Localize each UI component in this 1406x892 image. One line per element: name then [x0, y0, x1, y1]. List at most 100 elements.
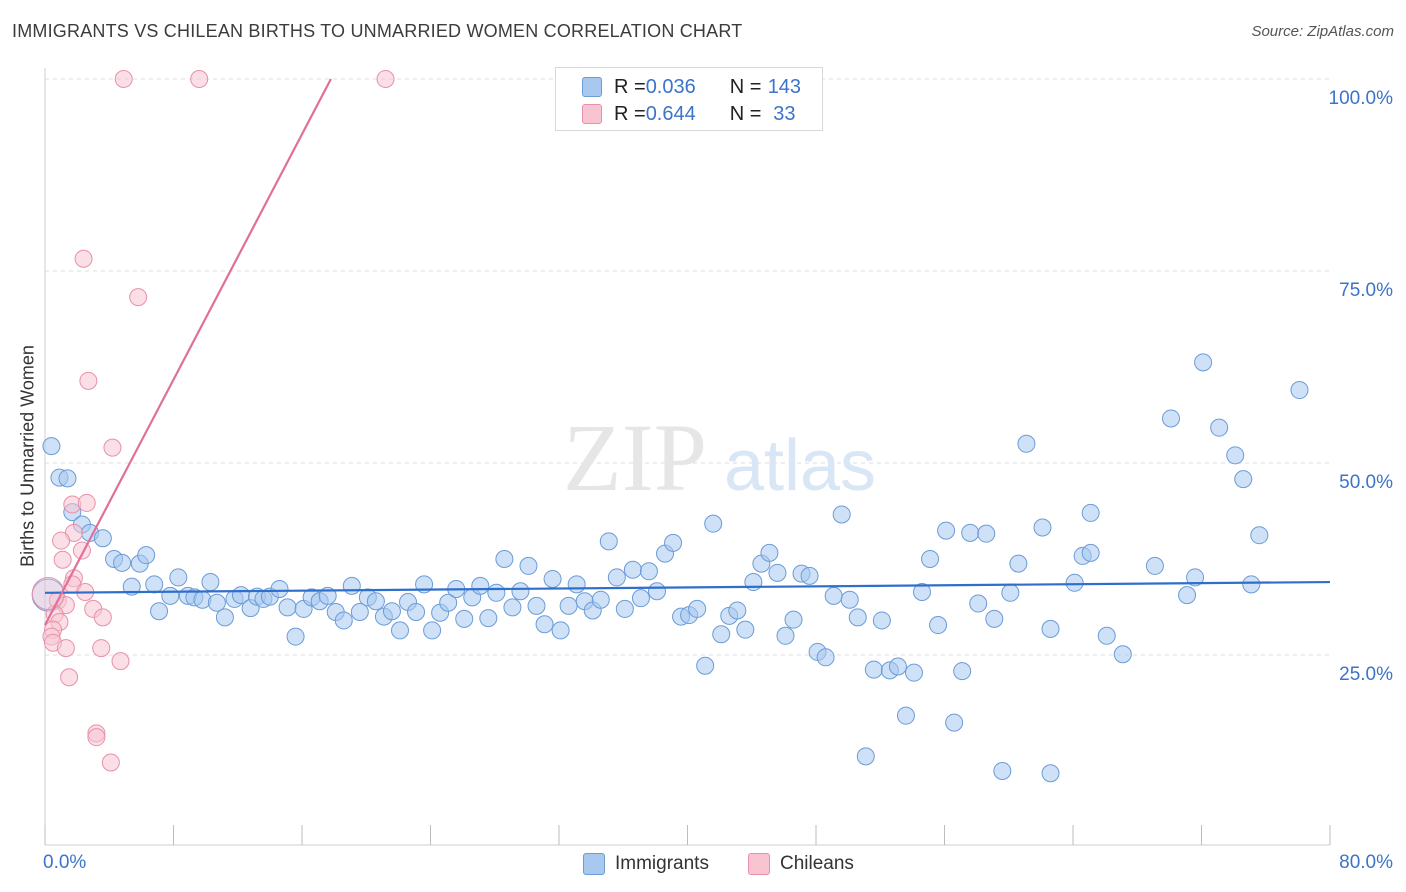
immigrants-point [664, 533, 683, 552]
chileans-trendline [44, 78, 332, 626]
immigrants-point [471, 576, 490, 595]
immigrants-point [921, 550, 940, 568]
bottom-legend-label-immigrants: Immigrants [615, 853, 709, 874]
immigrants-point [1081, 503, 1100, 522]
legend-n-value: 143 [767, 75, 802, 98]
immigrants-point [113, 553, 132, 572]
immigrants-point [607, 568, 626, 587]
immigrants-trendline [44, 580, 1331, 594]
legend-n-label: N = [729, 75, 762, 98]
axes [44, 68, 1331, 846]
trendlines [44, 78, 1331, 626]
y-axis-label: Births to Unmarried Women [17, 345, 38, 567]
y-tick-label: 75.0% [1339, 280, 1393, 301]
immigrants-point [278, 598, 297, 617]
immigrants-point [1210, 418, 1229, 437]
immigrants-point [904, 663, 923, 682]
immigrants-point [390, 621, 409, 640]
legend-n-label: N = [729, 102, 762, 125]
immigrants-point [977, 524, 996, 543]
bottom-legend-swatch-chileans [748, 853, 770, 875]
immigrants-point [591, 590, 610, 609]
immigrants-point [527, 596, 546, 615]
immigrants-point [631, 589, 650, 608]
immigrants-point [985, 609, 1004, 628]
chileans-point [103, 438, 122, 457]
immigrants-point [1250, 526, 1269, 545]
immigrants-point [559, 596, 578, 615]
immigrants-point [1081, 543, 1100, 562]
legend-swatch-chileans [582, 104, 602, 124]
immigrants-point [1017, 434, 1036, 453]
immigrants-point [913, 583, 932, 602]
immigrants-point [423, 621, 442, 640]
legend-row-immigrants: R = 0.036 N = 143 [582, 75, 807, 99]
immigrants-point [1242, 575, 1261, 594]
immigrants-point [816, 648, 835, 667]
immigrants-point [736, 620, 755, 639]
immigrants-point [1065, 573, 1084, 592]
immigrants-point [1033, 518, 1052, 537]
immigrants-point [1001, 583, 1020, 602]
chileans-point [114, 70, 133, 88]
immigrants-point [961, 523, 980, 542]
immigrants-point [1186, 568, 1205, 587]
immigrants-point [137, 546, 156, 565]
immigrants-point [896, 706, 915, 725]
immigrants-point [495, 550, 514, 568]
immigrants-point [993, 761, 1012, 780]
chileans-point [56, 639, 75, 658]
immigrants-point [1161, 409, 1180, 428]
immigrants-point [1194, 353, 1213, 372]
chart-title: IMMIGRANTS VS CHILEAN BIRTHS TO UNMARRIE… [12, 21, 743, 41]
immigrants-point [161, 586, 180, 605]
watermark-zip: ZIP [563, 404, 707, 511]
immigrants-point [969, 594, 988, 613]
immigrants-point [647, 582, 666, 601]
x-tick-label-min: 0.0% [43, 852, 87, 873]
chileans-point [376, 70, 395, 88]
immigrants-point [840, 590, 859, 609]
immigrants-point [407, 602, 426, 621]
immigrants-point [487, 583, 506, 602]
immigrants-point [776, 626, 795, 645]
chileans-point [101, 753, 120, 772]
immigrants-point [953, 662, 972, 681]
chileans-point [87, 728, 106, 747]
immigrants-point [1009, 554, 1028, 573]
immigrants-point [122, 577, 141, 596]
immigrants-point [535, 615, 554, 634]
immigrants-point [42, 437, 61, 456]
immigrants-point [207, 593, 226, 612]
immigrants-point [712, 625, 731, 644]
immigrants-point [1041, 619, 1060, 638]
watermark-atlas: atlas [724, 426, 876, 506]
immigrants-point [479, 609, 498, 628]
immigrants-point [201, 573, 220, 592]
immigrants-point [503, 598, 522, 617]
legend-r-label: R = [614, 102, 646, 125]
immigrants-point [696, 656, 715, 675]
immigrants-point [945, 713, 964, 732]
immigrants-point [150, 602, 169, 621]
immigrants-point [1234, 470, 1253, 489]
legend-box: R = 0.036 N = 143 R = 0.644 N = 33 [555, 67, 823, 131]
immigrants-point [93, 529, 112, 548]
y-tick-label: 50.0% [1339, 472, 1393, 493]
chileans-point [79, 371, 98, 390]
immigrants-point [334, 611, 353, 630]
chileans-point [52, 531, 71, 550]
immigrants-point [145, 575, 164, 594]
chileans-point [53, 550, 72, 569]
immigrants-point [511, 582, 530, 601]
immigrants-point [1113, 645, 1132, 664]
chileans-point [92, 639, 111, 658]
immigrants-point [350, 602, 369, 621]
immigrants-point [728, 601, 747, 620]
immigrants-point [543, 569, 562, 588]
immigrants-point [623, 560, 642, 579]
bottom-legend-label-chileans: Chileans [780, 853, 854, 874]
immigrants-point [439, 593, 458, 612]
y-tick-labels: 25.0% 50.0% 75.0% 100.0% [1329, 88, 1394, 685]
